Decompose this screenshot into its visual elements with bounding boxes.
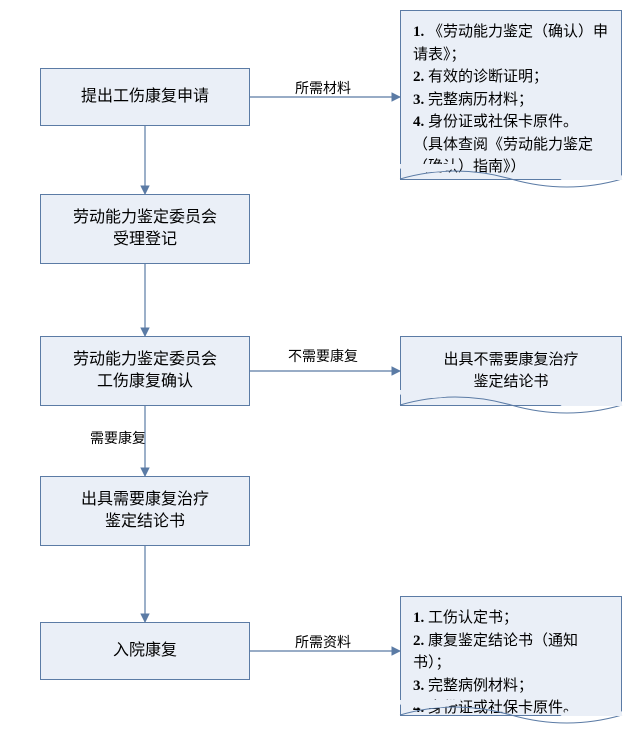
node-label: 提出工伤康复申请 <box>81 86 209 108</box>
doc-line: 2. 有效的诊断证明； <box>413 66 609 89</box>
node-apply: 提出工伤康复申请 <box>40 68 250 126</box>
node-issue-need: 出具需要康复治疗鉴定结论书 <box>40 476 250 546</box>
node-hospitalize: 入院康复 <box>40 622 250 680</box>
doc-wave-icon <box>400 395 622 415</box>
node-label: 出具需要康复治疗鉴定结论书 <box>81 489 209 534</box>
doc-line: 4. 身份证或社保卡原件。 <box>413 111 609 134</box>
node-label: 入院康复 <box>113 640 177 662</box>
doc-line: 3. 完整病例材料； <box>413 675 609 698</box>
edge-label-materials-2: 所需资料 <box>295 632 351 652</box>
doc-wave-icon <box>400 705 622 725</box>
doc-materials-1: 1. 《劳动能力鉴定（确认）申请表》； 2. 有效的诊断证明； 3. 完整病历材… <box>400 10 622 180</box>
edge-label-no-need: 不需要康复 <box>288 346 358 366</box>
node-confirm: 劳动能力鉴定委员会工伤康复确认 <box>40 336 250 406</box>
doc-line: 3. 完整病历材料； <box>413 89 609 112</box>
node-label: 劳动能力鉴定委员会受理登记 <box>73 207 217 252</box>
doc-line: 1. 工伤认定书； <box>413 607 609 630</box>
doc-line: 2. 康复鉴定结论书（通知书）； <box>413 630 609 675</box>
edge-label-need: 需要康复 <box>90 428 146 448</box>
edge-label-materials-1: 所需材料 <box>295 78 351 98</box>
doc-materials-2: 1. 工伤认定书； 2. 康复鉴定结论书（通知书）； 3. 完整病例材料； 4.… <box>400 596 622 716</box>
doc-line: （具体查阅《劳动能力鉴定（确认）指南》） <box>413 134 609 179</box>
doc-text: 出具不需要康复治疗鉴定结论书 <box>443 349 578 394</box>
node-register: 劳动能力鉴定委员会受理登记 <box>40 194 250 264</box>
flowchart-canvas: 提出工伤康复申请 劳动能力鉴定委员会受理登记 劳动能力鉴定委员会工伤康复确认 出… <box>0 0 640 742</box>
doc-wave-icon <box>400 169 622 189</box>
doc-line: 1. 《劳动能力鉴定（确认）申请表》； <box>413 21 609 66</box>
node-label: 劳动能力鉴定委员会工伤康复确认 <box>73 349 217 394</box>
doc-no-need: 出具不需要康复治疗鉴定结论书 <box>400 336 622 406</box>
